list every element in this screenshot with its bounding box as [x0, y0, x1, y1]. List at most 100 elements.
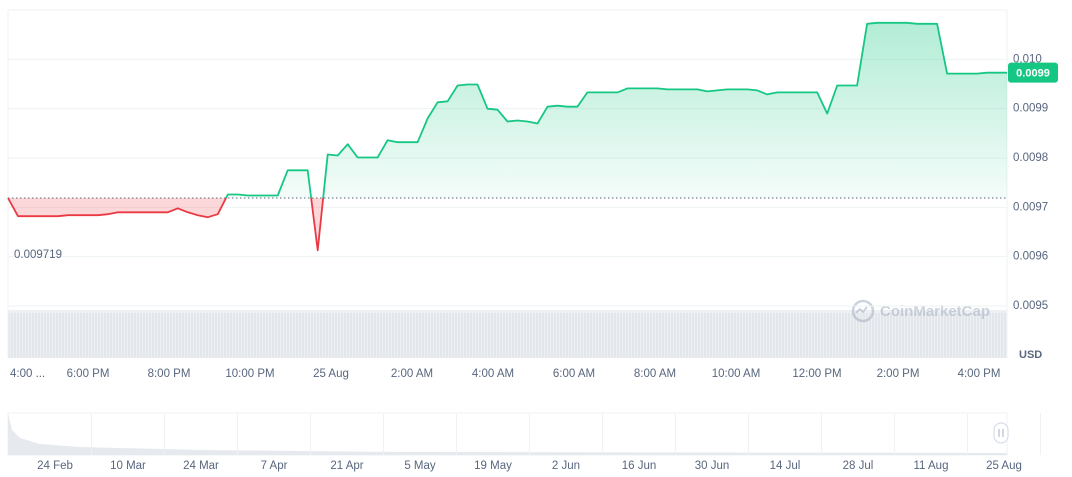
volume-texture: [866, 313, 868, 358]
volume-texture: [986, 313, 988, 358]
volume-texture: [833, 313, 835, 358]
volume-texture: [530, 313, 532, 358]
volume-texture: [551, 313, 553, 358]
volume-texture: [893, 313, 895, 358]
navigator-area: [8, 413, 1007, 455]
volume-texture: [119, 313, 121, 358]
volume-texture: [146, 313, 148, 358]
volume-texture: [209, 313, 211, 358]
volume-texture: [512, 313, 514, 358]
volume-texture: [968, 313, 970, 358]
volume-texture: [176, 313, 178, 358]
volume-texture: [188, 313, 190, 358]
volume-texture: [926, 313, 928, 358]
volume-texture: [665, 313, 667, 358]
volume-texture: [482, 313, 484, 358]
volume-texture: [407, 313, 409, 358]
volume-texture: [269, 313, 271, 358]
volume-texture: [971, 313, 973, 358]
volume-texture: [827, 313, 829, 358]
volume-texture: [872, 313, 874, 358]
volume-texture: [740, 313, 742, 358]
volume-texture: [815, 313, 817, 358]
volume-texture: [545, 313, 547, 358]
volume-texture: [731, 313, 733, 358]
x-tick-label: 4:00 AM: [472, 368, 514, 380]
navigator-label: 28 Jul: [843, 460, 874, 472]
navigator[interactable]: [7, 412, 1008, 456]
volume-texture: [947, 313, 949, 358]
volume-texture: [191, 313, 193, 358]
volume-texture: [782, 313, 784, 358]
volume-texture: [728, 313, 730, 358]
navigator-label: 24 Feb: [37, 460, 73, 472]
volume-texture: [329, 313, 331, 358]
volume-texture: [437, 313, 439, 358]
volume-texture: [50, 313, 52, 358]
volume-texture: [266, 313, 268, 358]
volume-texture: [185, 313, 187, 358]
x-tick-label: 2:00 AM: [391, 368, 433, 380]
volume-texture: [560, 313, 562, 358]
volume-texture: [137, 313, 139, 358]
volume-texture: [797, 313, 799, 358]
volume-texture: [1001, 313, 1003, 358]
volume-texture: [905, 313, 907, 358]
volume-texture: [593, 313, 595, 358]
navigator-label: 24 Mar: [183, 460, 219, 472]
volume-texture: [554, 313, 556, 358]
volume-texture: [578, 313, 580, 358]
navigator-label: 30 Jun: [695, 460, 730, 472]
volume-texture: [563, 313, 565, 358]
volume-texture: [914, 313, 916, 358]
price-line: [7, 21, 1007, 252]
volume-texture: [347, 313, 349, 358]
volume-texture: [353, 313, 355, 358]
volume-texture: [821, 313, 823, 358]
volume-texture: [38, 313, 40, 358]
volume-texture: [767, 313, 769, 358]
volume-texture: [587, 313, 589, 358]
volume-texture: [659, 313, 661, 358]
volume-texture: [365, 313, 367, 358]
volume-texture: [698, 313, 700, 358]
volume-texture: [806, 313, 808, 358]
navigator-label: 25 Aug: [986, 460, 1022, 472]
volume-texture: [206, 313, 208, 358]
volume-texture: [581, 313, 583, 358]
y-tick-label: 0.0096: [1013, 251, 1048, 263]
x-tick-label: 10:00 AM: [712, 368, 761, 380]
volume-texture: [242, 313, 244, 358]
volume-texture: [671, 313, 673, 358]
volume-texture: [518, 313, 520, 358]
volume-texture: [254, 313, 256, 358]
watermark: CoinMarketCap: [851, 299, 990, 323]
navigator-handle[interactable]: [993, 422, 1009, 444]
volume-texture: [785, 313, 787, 358]
volume-texture: [857, 313, 859, 358]
volume-texture: [776, 313, 778, 358]
volume-texture: [716, 313, 718, 358]
volume-texture: [212, 313, 214, 358]
volume-texture: [281, 313, 283, 358]
volume-texture: [497, 313, 499, 358]
watermark-text: CoinMarketCap: [880, 303, 990, 320]
volume-texture: [1004, 313, 1006, 358]
volume-texture: [56, 313, 58, 358]
volume-texture: [134, 313, 136, 358]
volume-texture: [629, 313, 631, 358]
price-badge: [1008, 62, 1058, 83]
volume-texture: [248, 313, 250, 358]
volume-texture: [710, 313, 712, 358]
volume-texture: [533, 313, 535, 358]
volume-texture: [998, 313, 1000, 358]
volume-texture: [938, 313, 940, 358]
volume-texture: [590, 313, 592, 358]
volume-texture: [104, 313, 106, 358]
volume-texture: [542, 313, 544, 358]
navigator-label: 19 May: [474, 460, 512, 472]
volume-texture: [410, 313, 412, 358]
volume-texture: [920, 313, 922, 358]
volume-texture: [392, 313, 394, 358]
